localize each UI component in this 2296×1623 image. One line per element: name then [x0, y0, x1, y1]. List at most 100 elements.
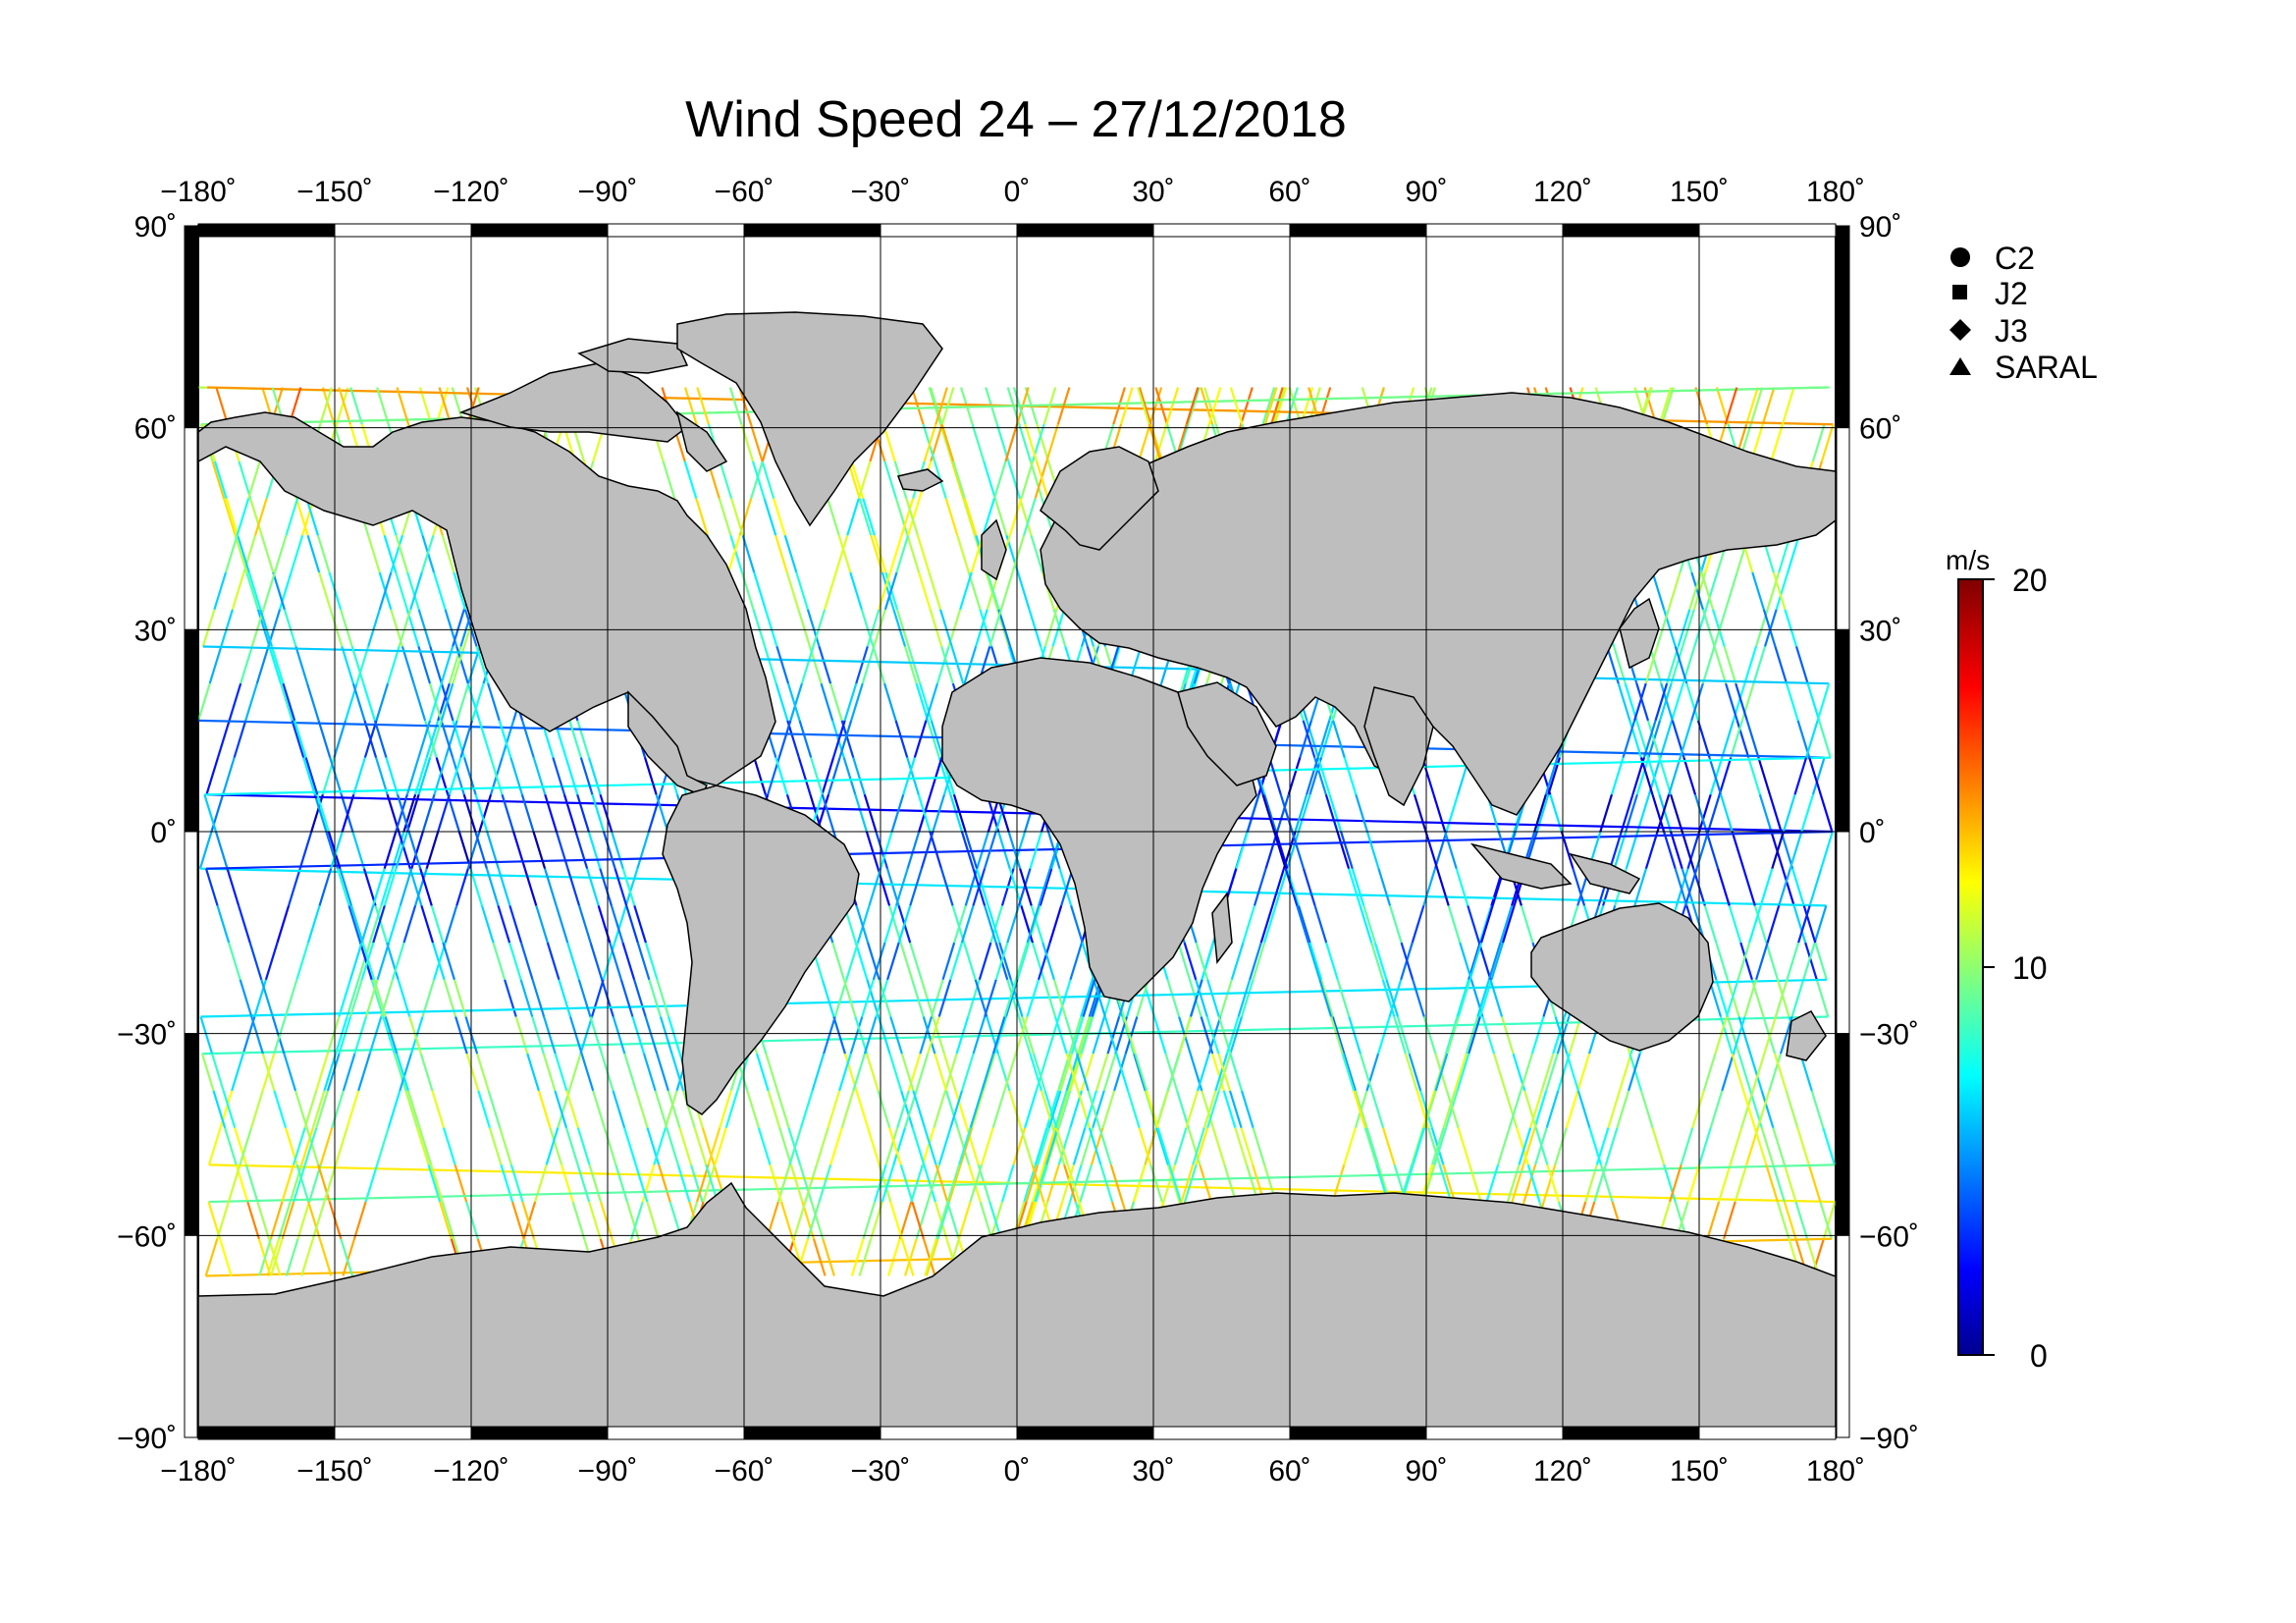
track-segment [587, 831, 602, 870]
track-segment [1447, 905, 1462, 944]
track-segment [338, 1016, 352, 1055]
track-segment [1478, 979, 1493, 1017]
track-segment [749, 423, 764, 462]
lon-tick-label: 120˚ [1533, 176, 1592, 208]
track-segment [1370, 1090, 1385, 1128]
track-segment [410, 831, 424, 870]
track-segment [203, 793, 218, 833]
track-segment [898, 1201, 913, 1240]
track-segment [526, 1053, 540, 1092]
lon-tick-label: −60˚ [715, 1455, 774, 1488]
track-segment [1723, 1201, 1736, 1240]
track-segment [228, 942, 241, 981]
track-segment [1113, 1053, 1127, 1092]
track-segment [834, 535, 849, 573]
track-segment [1246, 793, 1260, 833]
track-segment [281, 1201, 295, 1240]
track-segment [1016, 942, 1031, 981]
lat-tick-label: 0˚ [150, 817, 177, 849]
track-segment [1068, 1164, 1083, 1203]
track-segment [260, 535, 275, 573]
track-segment [372, 868, 386, 906]
track-segment [406, 571, 420, 611]
track-segment [894, 498, 909, 536]
track-segment [1478, 905, 1493, 944]
track-segment [291, 720, 305, 758]
track-segment [1166, 1164, 1181, 1203]
track-segment [568, 1016, 583, 1055]
track-segment [829, 1127, 843, 1165]
track-segment [900, 1090, 914, 1128]
track-segment [292, 1127, 306, 1165]
track-segment [949, 1090, 964, 1128]
track-segment [499, 1127, 512, 1165]
track-segment [643, 1053, 657, 1092]
track-segment [566, 868, 581, 906]
track-segment [1045, 1127, 1059, 1165]
track-segment [789, 1164, 804, 1203]
track-segment [960, 831, 975, 870]
track-segment [888, 1053, 903, 1092]
track-segment [883, 682, 897, 722]
track-segment [1136, 979, 1149, 1017]
track-segment [1242, 905, 1256, 944]
track-segment [1154, 387, 1169, 425]
track-segment [1381, 979, 1396, 1017]
track-segment [774, 682, 789, 722]
track-segment [244, 682, 258, 722]
track-segment [1807, 1164, 1822, 1203]
track-segment [1030, 535, 1044, 573]
track-segment [682, 1090, 696, 1128]
track-segment [1332, 720, 1346, 758]
track-segment [1149, 423, 1164, 462]
track-segment [509, 1164, 524, 1203]
track-segment [564, 1127, 579, 1165]
lon-tick-label: 180˚ [1806, 176, 1865, 208]
track-segment [342, 1238, 356, 1276]
track-segment [248, 942, 263, 981]
track-segment [1545, 1090, 1560, 1128]
track-segment [395, 831, 409, 870]
track-segment [386, 942, 400, 981]
track-segment [1069, 942, 1084, 981]
track-segment [224, 1127, 238, 1165]
lat-tick-label: −60˚ [1859, 1220, 1919, 1253]
track-segment [832, 720, 846, 758]
track-segment [388, 905, 401, 944]
track-segment [939, 609, 953, 647]
track-segment [976, 868, 989, 906]
track-segment [1228, 1090, 1243, 1128]
track-segment [1479, 905, 1494, 944]
track-segment [780, 1201, 794, 1240]
track-segment [304, 757, 319, 795]
track-segment [634, 1090, 649, 1128]
track-segment [531, 979, 546, 1017]
track-segment [949, 793, 964, 833]
track-segment [1681, 831, 1695, 870]
track-segment [882, 423, 896, 462]
track-segment [1465, 1016, 1479, 1055]
track-segment [412, 682, 427, 722]
track-segment [866, 979, 881, 1017]
track-segment [885, 868, 900, 906]
track-segment [599, 868, 613, 906]
track-segment [1291, 831, 1306, 870]
track-segment [986, 571, 1000, 611]
track-segment [293, 1164, 306, 1203]
track-segment [1554, 1127, 1568, 1165]
track-segment [827, 498, 840, 536]
track-segment [273, 1016, 287, 1055]
track-segment [1017, 868, 1032, 906]
track-segment [1723, 646, 1737, 684]
track-segment [1261, 793, 1276, 833]
track-segment [1724, 571, 1738, 611]
track-segment [988, 609, 1002, 647]
track-segment [1772, 571, 1787, 611]
track-segment [375, 682, 390, 722]
track-segment [798, 720, 813, 758]
track-segment [571, 1201, 586, 1240]
track-segment [850, 1238, 865, 1276]
track-segment [855, 905, 870, 944]
track-segment [852, 1053, 866, 1092]
track-segment [465, 387, 480, 425]
